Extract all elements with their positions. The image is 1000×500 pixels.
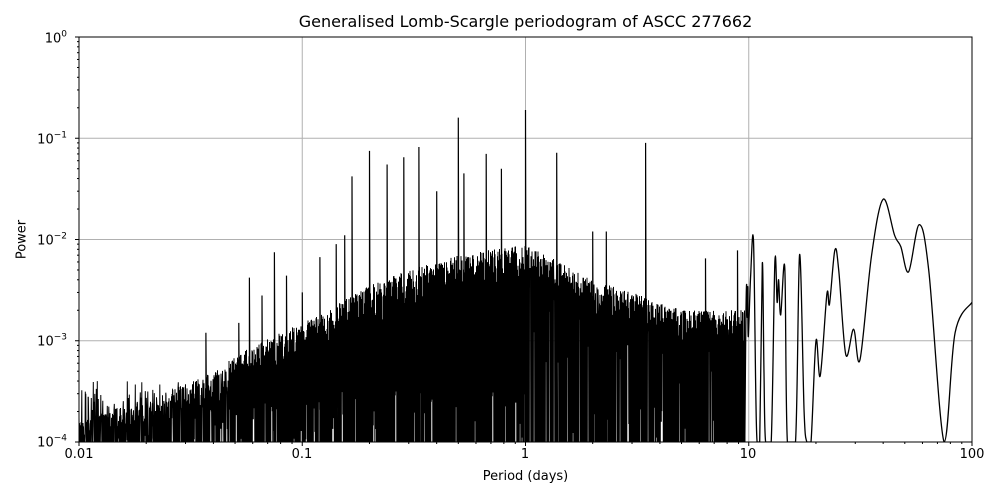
y-tick-label: 10−1 [37, 130, 67, 148]
periodogram-line [79, 109, 972, 442]
x-tick-label: 10 [739, 447, 757, 462]
x-tick-label: 1 [520, 447, 530, 462]
x-tick-label: 0.01 [64, 447, 94, 462]
x-tick-label: 0.1 [291, 447, 313, 462]
y-tick-label: 10−3 [37, 332, 67, 350]
y-tick-label: 100 [44, 29, 67, 47]
chart-title: Generalised Lomb-Scargle periodogram of … [298, 12, 753, 31]
y-tick-label: 10−2 [37, 231, 67, 249]
y-tick-label: 10−4 [37, 433, 67, 451]
axis-ticks [75, 36, 973, 446]
x-axis-label: Period (days) [482, 469, 569, 484]
y-axis-label: Power [14, 219, 30, 260]
x-tick-label: 100 [959, 447, 985, 462]
